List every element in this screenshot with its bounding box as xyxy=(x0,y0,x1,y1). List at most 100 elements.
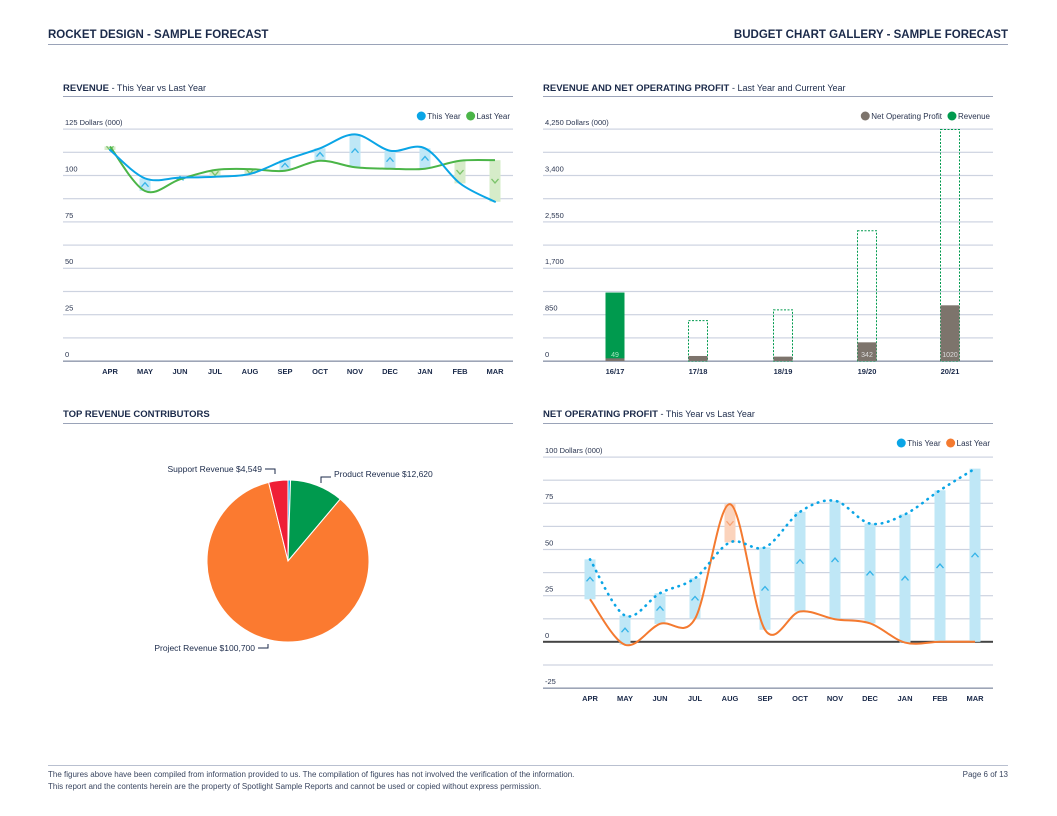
y-tick-label: 50 xyxy=(65,257,73,266)
revenue-chart-title: REVENUE - This Year vs Last Year xyxy=(63,83,206,94)
gridline xyxy=(63,314,513,316)
variance-bar xyxy=(864,523,876,624)
y-tick-label: -25 xyxy=(545,677,556,686)
pie-slice xyxy=(268,479,289,562)
pie-slice xyxy=(206,481,370,643)
x-tick-label: 16/17 xyxy=(606,367,625,376)
x-tick-label: 17/18 xyxy=(689,367,708,376)
gridline xyxy=(543,525,993,527)
x-tick-label: APR xyxy=(582,694,598,703)
variance-bar xyxy=(454,160,466,184)
y-tick-label: 100 xyxy=(65,164,78,173)
chevron-up-icon xyxy=(901,575,909,581)
legend-marker-icon xyxy=(466,111,476,121)
variance-bar xyxy=(139,178,151,191)
y-tick-label: 50 xyxy=(545,538,553,547)
pie-leader-line xyxy=(258,644,269,649)
bar-data-label: 1020 xyxy=(942,352,958,359)
y-tick-label: 0 xyxy=(545,631,549,640)
variance-bar xyxy=(759,547,771,630)
chevron-up-icon xyxy=(351,147,359,154)
nop-bar xyxy=(940,305,960,361)
y-tick-label: 75 xyxy=(545,492,553,501)
x-tick-label: AUG xyxy=(722,694,739,703)
footer-copyright: This report and the contents herein are … xyxy=(48,782,542,791)
gridline xyxy=(63,198,513,200)
y-tick-label: 75 xyxy=(65,211,73,220)
y-tick-label: 100 Dollars (000) xyxy=(545,446,603,455)
bar-data-label: 342 xyxy=(861,352,873,359)
pie-label: Product Revenue $12,620 xyxy=(334,469,433,479)
gridline xyxy=(543,151,993,153)
x-tick-label: DEC xyxy=(382,367,398,376)
pie-label: Support Revenue $4,549 xyxy=(167,464,262,474)
nop-bar xyxy=(773,356,793,361)
panel-title-underline xyxy=(63,96,513,97)
variance-bar xyxy=(349,134,361,168)
legend-label: Last Year xyxy=(477,112,511,121)
legend-marker-icon xyxy=(860,111,870,121)
y-tick-label: 2,550 xyxy=(545,211,564,220)
gridline xyxy=(543,267,993,269)
x-tick-label: SEP xyxy=(277,367,292,376)
variance-bar xyxy=(314,148,326,161)
legend-label: Revenue xyxy=(958,112,991,121)
pie-label: Project Revenue $100,700 xyxy=(154,643,255,653)
variance-bar xyxy=(969,468,981,642)
chevron-up-icon xyxy=(796,558,804,565)
legend-label: This Year xyxy=(427,112,461,121)
revenue-bar xyxy=(773,309,793,362)
pie-leader-line xyxy=(265,468,276,474)
y-tick-label: 125 Dollars (000) xyxy=(65,118,123,127)
zero-line xyxy=(543,640,993,643)
nop-bar xyxy=(857,342,877,361)
gridline xyxy=(63,290,513,293)
x-axis-line xyxy=(543,360,993,362)
gridline xyxy=(543,244,993,246)
variance-bar xyxy=(899,514,911,643)
x-tick-label: JUN xyxy=(172,367,187,376)
gridline xyxy=(63,267,513,269)
variance-bar xyxy=(689,578,701,619)
variance-bar xyxy=(654,593,666,624)
chevron-up-icon xyxy=(936,563,944,569)
x-tick-label: JUL xyxy=(208,367,223,376)
x-tick-label: MAY xyxy=(137,367,153,376)
legend-marker-icon xyxy=(946,438,956,448)
y-tick-label: 0 xyxy=(65,350,69,359)
chevron-up-icon xyxy=(141,181,149,188)
chevron-up-icon xyxy=(386,156,394,163)
x-tick-label: MAR xyxy=(966,694,984,703)
variance-bar xyxy=(934,490,946,642)
legend-label: Net Operating Profit xyxy=(871,112,942,121)
legend-marker-icon xyxy=(896,438,906,448)
variance-bar xyxy=(209,170,221,177)
chevron-down-icon xyxy=(726,520,734,527)
x-tick-label: FEB xyxy=(933,694,949,703)
chevron-down-icon xyxy=(211,170,219,177)
x-tick-label: OCT xyxy=(792,694,808,703)
chevron-up-icon xyxy=(316,151,324,157)
y-tick-label: 3,400 xyxy=(545,164,564,173)
page-number: Page 6 of 13 xyxy=(962,770,1008,779)
gridline xyxy=(63,221,513,223)
chevron-down-icon xyxy=(491,178,499,184)
bar-data-label: 49 xyxy=(611,352,619,359)
gridline xyxy=(543,314,993,316)
y-tick-label: 25 xyxy=(545,585,553,594)
this-year-line xyxy=(109,133,496,203)
gridline xyxy=(543,479,993,481)
pie-chart-title: TOP REVENUE CONTRIBUTORS xyxy=(63,409,210,420)
x-tick-label: JUN xyxy=(652,694,667,703)
gridline xyxy=(543,128,993,130)
x-tick-label: FEB xyxy=(453,367,469,376)
footer-divider xyxy=(48,765,1008,766)
y-tick-label: 850 xyxy=(545,304,558,313)
panel-title-underline xyxy=(63,423,513,424)
chevron-down-icon xyxy=(456,169,464,176)
x-tick-label: OCT xyxy=(312,367,328,376)
x-tick-label: APR xyxy=(102,367,118,376)
x-tick-label: 18/19 xyxy=(774,367,793,376)
x-tick-label: MAY xyxy=(617,694,633,703)
